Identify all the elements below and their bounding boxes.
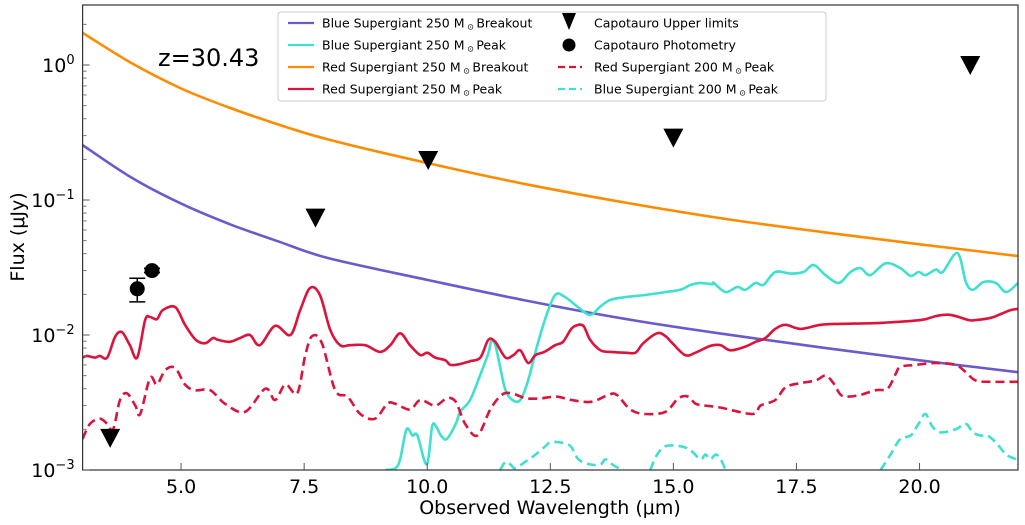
markers-layer: [100, 56, 981, 448]
redshift-annotation: z=30.43: [158, 44, 259, 72]
upper-limit-marker: [663, 128, 684, 148]
upper-limit-marker: [305, 208, 326, 228]
x-axis: 5.0 7.5 10.0 12.5 15.0 17.5 20.0: [166, 463, 941, 498]
upper-limit-marker: [418, 150, 439, 170]
series-line-red-supergiant-250-m-peak: [82, 285, 1019, 367]
legend-entry: Capotauro Upper limits: [594, 16, 739, 31]
x-tick-label: 7.5: [289, 476, 319, 498]
upper-limit-marker: [100, 428, 121, 448]
legend-photometry-marker: [562, 38, 576, 52]
legend-entry: Blue Supergiant 250 M ⊙ Peak: [322, 38, 507, 54]
series-line-blue-supergiant-250-m-peak: [385, 251, 1019, 470]
y-axis: 100 10−1 10−2 10−3: [31, 23, 90, 482]
series-line-red-supergiant-200-m-peak: [82, 333, 1019, 440]
x-tick-label: 20.0: [898, 476, 940, 498]
upper-limit-marker: [960, 56, 981, 75]
x-tick-label: 5.0: [166, 476, 196, 498]
legend-entry: Blue Supergiant 250 M ⊙ Breakout: [322, 16, 532, 32]
photometry-point: [144, 263, 160, 279]
legend-entry: Capotauro Photometry: [594, 38, 737, 53]
legend-entry: Red Supergiant 200 M ⊙ Peak: [594, 60, 775, 76]
legend-entry: Blue Supergiant 200 M ⊙ Peak: [594, 82, 779, 98]
y-tick-label: 10−2: [31, 323, 74, 347]
photometry-point: [129, 281, 145, 297]
legend-entry: Red Supergiant 250 M ⊙ Breakout: [322, 60, 529, 76]
legend-entry: Red Supergiant 250 M ⊙ Peak: [322, 82, 503, 98]
y-tick-label: 100: [42, 53, 74, 77]
y-tick-label: 10−1: [31, 188, 74, 212]
x-tick-label: 15.0: [652, 476, 694, 498]
legend-upper-limit-marker: [562, 13, 576, 30]
x-axis-label: Observed Wavelength (μm): [419, 497, 681, 519]
y-tick-label: 10−3: [31, 458, 74, 482]
series-line-blue-supergiant-200-m-peak: [649, 444, 727, 470]
series-layer: [82, 31, 1019, 470]
y-axis-label: Flux (μJy): [7, 192, 29, 281]
series-line-blue-supergiant-200-m-peak: [498, 440, 623, 470]
x-tick-label: 17.5: [775, 476, 817, 498]
series-line-blue-supergiant-200-m-peak: [879, 412, 1019, 470]
series-line-blue-supergiant-250-m-breakout: [82, 144, 1019, 374]
x-tick-label: 10.0: [406, 476, 448, 498]
x-tick-label: 12.5: [529, 476, 571, 498]
series-line-red-supergiant-250-m-breakout: [82, 31, 1019, 258]
legend-box: [277, 11, 827, 102]
legend: Blue Supergiant 250 M ⊙ Breakout Blue Sup…: [277, 11, 827, 102]
